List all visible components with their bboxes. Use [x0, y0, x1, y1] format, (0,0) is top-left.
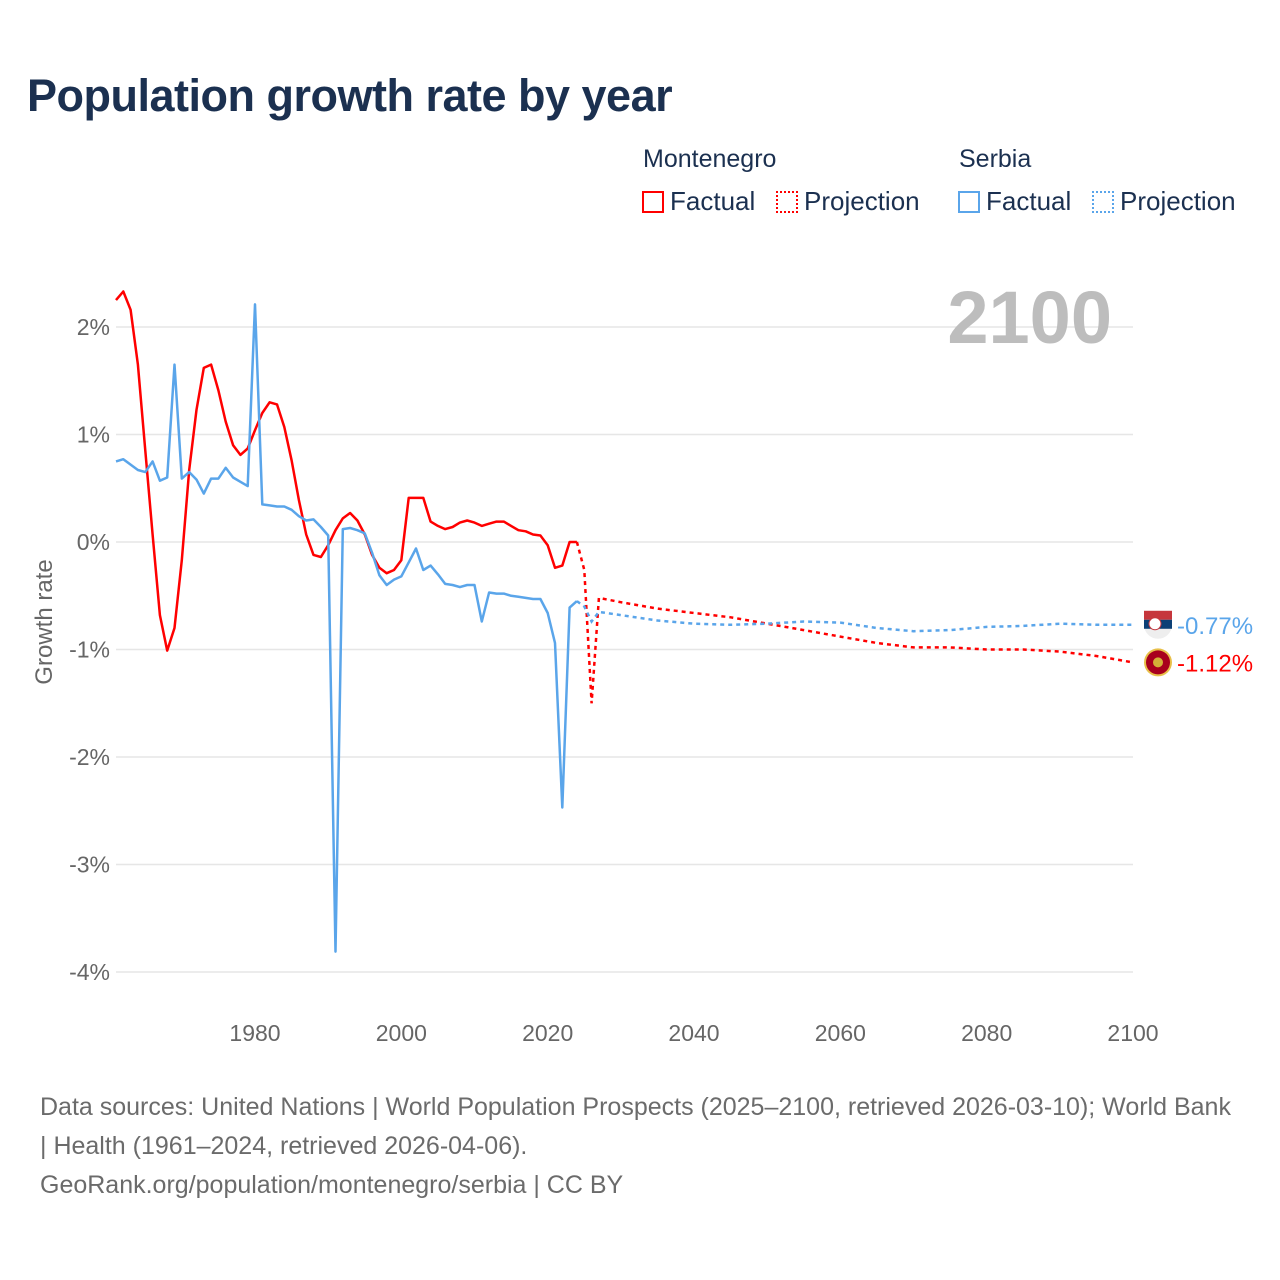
sources: Data sources: United Nations | World Pop… — [40, 1088, 1240, 1205]
y-tick-label: -4% — [69, 959, 110, 985]
x-tick-label: 2100 — [1107, 1020, 1158, 1046]
y-tick-label: 1% — [77, 422, 110, 448]
y-tick-label: -1% — [69, 637, 110, 663]
serbia-factual-line — [115, 303, 578, 953]
legend-montenegro-factual[interactable]: Factual — [642, 186, 755, 217]
legend-group-serbia: Serbia — [959, 145, 1032, 173]
legend-swatch-solid — [642, 191, 664, 213]
flag-emblem — [1153, 657, 1163, 668]
attribution-link[interactable]: GeoRank.org/population/montenegro/serbia… — [40, 1171, 624, 1199]
montenegro-end-value: -1.12% — [1177, 650, 1253, 677]
legend-serbia-projection[interactable]: Projection — [1092, 186, 1236, 217]
legend-label: Projection — [1120, 186, 1236, 216]
current-year-label: 2100 — [947, 276, 1112, 359]
y-tick-label: 2% — [77, 314, 110, 340]
data-sources-text: Data sources: United Nations | World Pop… — [40, 1093, 1231, 1160]
legend-montenegro-projection[interactable]: Projection — [776, 186, 920, 217]
x-tick-label: 1980 — [229, 1020, 280, 1046]
legend-serbia-factual[interactable]: Factual — [958, 186, 1071, 217]
serbia-projection-line — [576, 600, 1133, 633]
legend-swatch-dotted — [1092, 191, 1114, 213]
y-axis-label: Growth rate — [31, 559, 58, 684]
flag-emblem — [1148, 617, 1162, 631]
legend-swatch-solid — [958, 191, 980, 213]
y-tick-label: 0% — [77, 529, 110, 555]
serbia-flag-icon — [1144, 610, 1172, 639]
serbia-end-value: -0.77% — [1177, 613, 1253, 640]
legend-label: Projection — [804, 186, 920, 216]
legend-label: Factual — [986, 186, 1072, 216]
x-tick-label: 2060 — [815, 1020, 866, 1046]
x-tick-label: 2000 — [376, 1020, 427, 1046]
y-tick-label: -2% — [69, 744, 110, 770]
montenegro-factual-line — [115, 290, 577, 652]
montenegro-projection-line — [575, 541, 1134, 704]
x-tick-label: 2080 — [961, 1020, 1012, 1046]
legend-group-montenegro: Montenegro — [643, 145, 777, 173]
flag-stripe-red — [1144, 610, 1172, 620]
x-tick-label: 2020 — [522, 1020, 573, 1046]
legend-swatch-dotted — [776, 191, 798, 213]
chart-title: Population growth rate by year — [27, 70, 673, 121]
x-tick-label: 2040 — [668, 1020, 719, 1046]
y-tick-label: -3% — [69, 852, 110, 878]
montenegro-flag-icon — [1144, 648, 1172, 677]
legend-label: Factual — [670, 186, 756, 216]
